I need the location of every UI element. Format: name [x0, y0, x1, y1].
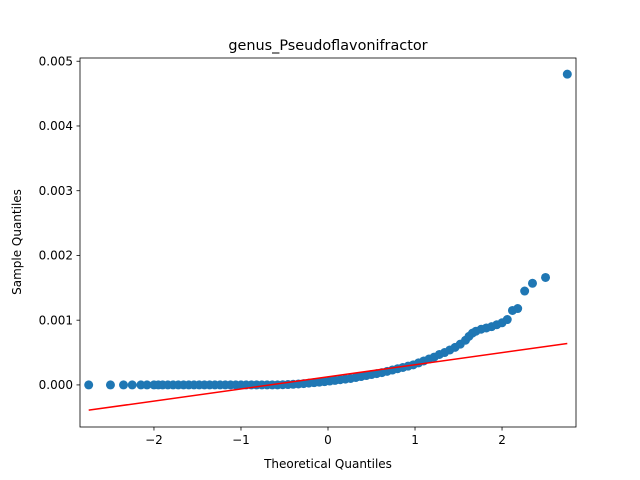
x-axis-ticks: −2 −1 0 1 2 — [145, 427, 506, 447]
y-tick-label: 0.002 — [39, 249, 73, 263]
x-tick-label: 1 — [411, 433, 419, 447]
data-point — [127, 380, 137, 390]
reference-line — [88, 342, 568, 411]
y-tick-label: 0.003 — [39, 184, 73, 198]
data-point — [562, 69, 572, 79]
x-tick-label: 2 — [498, 433, 506, 447]
x-tick-label: −1 — [232, 433, 250, 447]
data-point — [513, 304, 523, 314]
y-tick-label: 0.000 — [39, 378, 73, 392]
data-point — [105, 380, 115, 390]
plot-area — [84, 69, 572, 411]
data-point — [541, 272, 551, 282]
data-point — [84, 380, 94, 390]
axes-frame — [79, 57, 577, 428]
y-axis-ticks: 0.000 0.001 0.002 0.003 0.004 0.005 — [39, 54, 80, 392]
data-point — [119, 380, 129, 390]
y-tick-label: 0.004 — [39, 119, 73, 133]
data-point — [142, 380, 152, 390]
data-point — [502, 315, 512, 325]
x-tick-label: −2 — [145, 433, 163, 447]
y-axis-label: Sample Quantiles — [10, 189, 24, 295]
data-point — [520, 286, 530, 296]
x-tick-label: 0 — [324, 433, 332, 447]
y-tick-label: 0.001 — [39, 313, 73, 327]
x-axis-label: Theoretical Quantiles — [263, 457, 392, 471]
y-tick-label: 0.005 — [39, 54, 73, 68]
data-point — [527, 278, 537, 288]
chart-title: genus_Pseudoflavonifractor — [228, 38, 427, 54]
